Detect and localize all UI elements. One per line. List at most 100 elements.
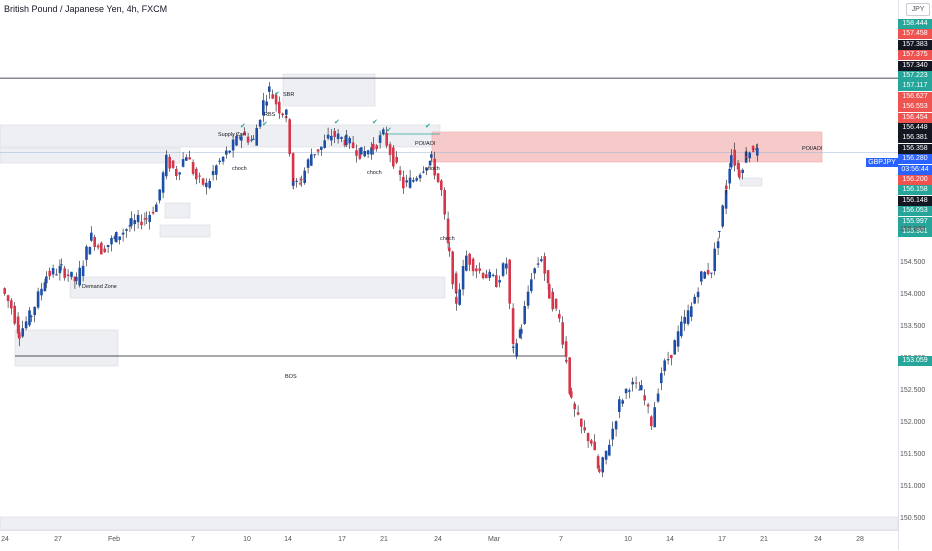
price-label: 156.280: [898, 154, 932, 165]
price-label: 156.053: [898, 206, 932, 217]
currency-button[interactable]: JPY: [906, 3, 930, 16]
candle-body: [191, 162, 195, 174]
candle-body: [640, 385, 643, 390]
candle-body: [110, 237, 113, 245]
candle-body: [412, 180, 415, 182]
price-label: 156.448: [898, 123, 932, 133]
candle-body: [151, 211, 155, 214]
candle-body: [178, 172, 181, 175]
candle-body: [730, 155, 733, 168]
candle-body: [422, 171, 425, 173]
candle-body: [573, 403, 576, 410]
candle-body: [631, 381, 634, 385]
x-tick-label: 10: [624, 536, 632, 543]
candle-body: [316, 149, 320, 152]
candle-body: [440, 180, 443, 191]
candle-body: [485, 274, 488, 279]
candle-body: [415, 178, 418, 181]
candle-body: [100, 242, 103, 255]
candle-body: [6, 295, 10, 302]
candle-body: [436, 173, 440, 183]
candle-body: [240, 136, 243, 141]
candle-body: [235, 135, 238, 146]
candle-body: [262, 100, 265, 116]
candle-body: [345, 134, 348, 146]
candle-body: [375, 145, 378, 150]
candle-body: [55, 274, 58, 276]
candle-body: [140, 221, 143, 226]
candle-body: [676, 331, 680, 347]
gray-zone: [14, 329, 119, 367]
candle-body: [618, 399, 621, 413]
candle-body: [326, 134, 330, 139]
price-label: 157.223: [898, 71, 932, 81]
price-label: 155.997: [898, 216, 932, 227]
candle-body: [756, 148, 759, 156]
candle-body: [598, 469, 601, 472]
check-mark-icon: ✔: [334, 118, 340, 126]
candle-body: [198, 175, 201, 177]
candle-body: [433, 158, 436, 176]
candle-body: [634, 382, 638, 384]
candle-body: [255, 127, 258, 146]
candle-body: [205, 182, 208, 188]
candle-body: [333, 130, 336, 138]
candle-body: [408, 177, 412, 188]
poi-label: POI/AOI: [802, 146, 823, 152]
candle-body: [265, 101, 268, 106]
price-label: 03:56:44: [898, 164, 932, 175]
candle-body: [604, 450, 608, 460]
time-axis[interactable]: [0, 530, 898, 551]
candle-body: [125, 229, 128, 231]
candle-body: [586, 433, 590, 442]
x-tick-label: Mar: [487, 536, 501, 543]
x-tick-label: 7: [191, 536, 195, 543]
candle-body: [306, 159, 310, 168]
candle-body: [498, 280, 501, 283]
candle-body: [363, 151, 366, 157]
candle-body: [418, 174, 422, 179]
candle-body: [748, 152, 751, 159]
price-label: 157.340: [898, 60, 932, 71]
candle-body: [570, 391, 573, 398]
candle-body: [745, 156, 748, 158]
candle-body: [28, 310, 31, 326]
candle-body: [593, 441, 596, 451]
price-chart[interactable]: POI/AOI POI/AOI BOS choch choch choch choch Dem…: [0, 0, 898, 530]
candle-body: [250, 139, 253, 141]
candle-body: [716, 241, 720, 249]
price-axis[interactable]: [898, 0, 932, 550]
candle-body: [161, 172, 165, 193]
bos-label: BOS: [285, 374, 297, 380]
candle-body: [18, 332, 21, 339]
candle-body: [458, 289, 461, 305]
candle-body: [215, 165, 218, 175]
candle-body: [455, 296, 458, 304]
candle-body: [515, 343, 518, 357]
x-tick-label: 17: [718, 536, 726, 543]
sbr-label: SBR: [283, 92, 294, 98]
candle-body: [330, 135, 333, 141]
candle-body: [611, 428, 614, 440]
candle-body: [221, 156, 225, 162]
candle-body: [130, 218, 133, 226]
candle-body: [741, 169, 744, 174]
candle-body: [45, 276, 48, 284]
candle-body: [666, 359, 670, 361]
candle-body: [554, 298, 558, 309]
candle-body: [638, 389, 641, 391]
candle-body: [370, 147, 373, 155]
choch-label: choch: [232, 166, 247, 172]
candle-body: [614, 421, 618, 430]
candle-body: [295, 180, 298, 182]
price-label: 156.358: [898, 143, 932, 154]
candle-body: [351, 142, 355, 148]
candle-body: [115, 232, 118, 243]
x-tick-label: 21: [380, 536, 388, 543]
choch-label: choch: [440, 236, 455, 242]
candle-body: [451, 251, 454, 285]
candle-body: [628, 390, 631, 392]
candle-body: [195, 168, 198, 180]
candle-body: [650, 416, 653, 427]
candle-body: [36, 291, 40, 308]
